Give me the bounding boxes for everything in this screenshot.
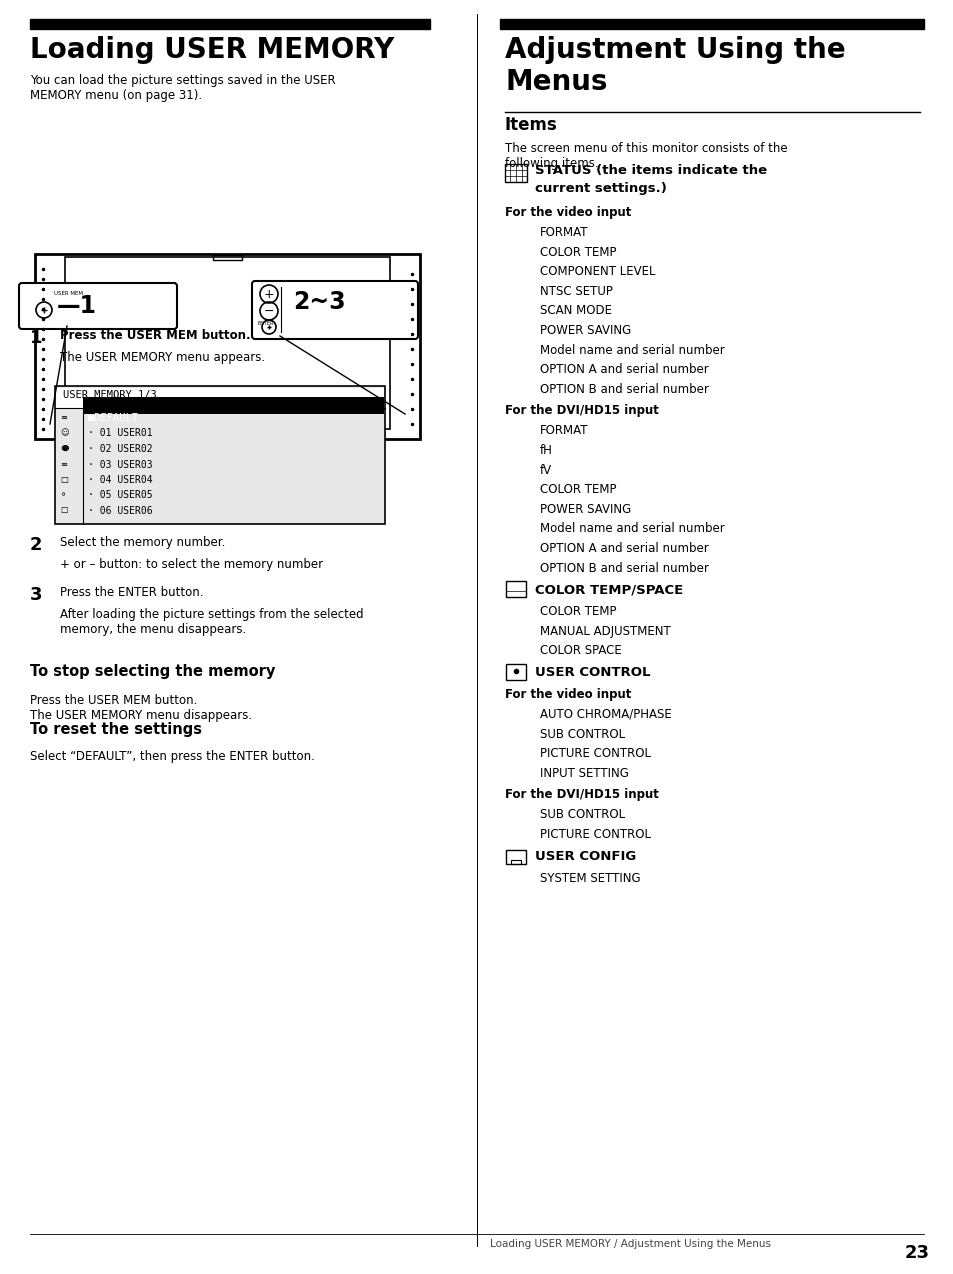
Bar xyxy=(56,389,384,408)
Text: SYSTEM SETTING: SYSTEM SETTING xyxy=(539,871,640,884)
Text: USER CONFIG: USER CONFIG xyxy=(535,850,636,862)
Text: · 06 USER06: · 06 USER06 xyxy=(88,506,152,516)
Text: SUB CONTROL: SUB CONTROL xyxy=(539,727,624,740)
FancyBboxPatch shape xyxy=(252,282,417,339)
Text: ≡: ≡ xyxy=(60,413,67,422)
Text: SUB CONTROL: SUB CONTROL xyxy=(539,809,624,822)
Text: + or – button: to select the memory number: + or – button: to select the memory numb… xyxy=(60,558,323,571)
Text: Loading USER MEMORY: Loading USER MEMORY xyxy=(30,36,394,64)
Text: USER MEMORY 1/3: USER MEMORY 1/3 xyxy=(63,390,156,400)
Text: The USER MEMORY menu appears.: The USER MEMORY menu appears. xyxy=(60,352,265,364)
Bar xyxy=(505,664,525,680)
Bar xyxy=(83,396,384,414)
Text: · 04 USER04: · 04 USER04 xyxy=(88,475,152,485)
Text: For the video input: For the video input xyxy=(504,206,631,219)
Text: For the video input: For the video input xyxy=(504,688,631,701)
Text: After loading the picture settings from the selected
memory, the menu disappears: After loading the picture settings from … xyxy=(60,608,363,636)
Text: COLOR TEMP: COLOR TEMP xyxy=(539,605,616,618)
Text: COLOR TEMP: COLOR TEMP xyxy=(539,483,616,496)
Text: ☐: ☐ xyxy=(60,506,68,515)
Text: 23: 23 xyxy=(904,1243,929,1263)
Bar xyxy=(65,257,390,429)
Text: Press the USER MEM button.: Press the USER MEM button. xyxy=(60,329,251,341)
Text: Model name and serial number: Model name and serial number xyxy=(539,344,724,357)
Text: Press the USER MEM button.
The USER MEMORY menu disappears.: Press the USER MEM button. The USER MEMO… xyxy=(30,694,252,722)
Text: fV: fV xyxy=(539,464,552,476)
Text: COLOR TEMP/SPACE: COLOR TEMP/SPACE xyxy=(535,583,682,596)
Text: Loading USER MEMORY / Adjustment Using the Menus: Loading USER MEMORY / Adjustment Using t… xyxy=(490,1240,770,1249)
Text: To reset the settings: To reset the settings xyxy=(30,722,202,736)
Text: The screen menu of this monitor consists of the
following items.: The screen menu of this monitor consists… xyxy=(504,141,787,169)
Text: Select the memory number.: Select the memory number. xyxy=(60,536,225,549)
Text: ≡: ≡ xyxy=(60,460,67,469)
Text: PICTURE CONTROL: PICTURE CONTROL xyxy=(539,747,650,761)
Text: USER MEM: USER MEM xyxy=(54,290,83,296)
Bar xyxy=(505,581,525,598)
Bar xyxy=(511,860,520,864)
Text: To stop selecting the memory: To stop selecting the memory xyxy=(30,664,275,679)
Text: ENTER: ENTER xyxy=(257,321,274,326)
Text: ⚬: ⚬ xyxy=(60,490,67,499)
Text: You can load the picture settings saved in the USER
MEMORY menu (on page 31).: You can load the picture settings saved … xyxy=(30,74,335,102)
Text: Items: Items xyxy=(504,116,558,134)
Bar xyxy=(55,386,385,524)
Text: · 03 USER03: · 03 USER03 xyxy=(88,460,152,470)
Text: FORMAT: FORMAT xyxy=(539,225,588,240)
Text: 3: 3 xyxy=(30,586,43,604)
Text: · 02 USER02: · 02 USER02 xyxy=(88,445,152,454)
Text: COLOR TEMP: COLOR TEMP xyxy=(539,246,616,259)
Text: FORMAT: FORMAT xyxy=(539,424,588,437)
Text: 2~3: 2~3 xyxy=(293,290,345,313)
Text: COLOR SPACE: COLOR SPACE xyxy=(539,645,621,657)
Text: PICTURE CONTROL: PICTURE CONTROL xyxy=(539,828,650,841)
FancyBboxPatch shape xyxy=(19,283,177,329)
Text: For the DVI/HD15 input: For the DVI/HD15 input xyxy=(504,789,659,801)
Text: Press the ENTER button.: Press the ENTER button. xyxy=(60,586,203,599)
Text: USER CONTROL: USER CONTROL xyxy=(535,666,650,679)
Text: OPTION B and serial number: OPTION B and serial number xyxy=(539,382,708,396)
Bar xyxy=(30,19,430,29)
Text: · 01 USER01: · 01 USER01 xyxy=(88,428,152,438)
Bar xyxy=(499,19,923,29)
Text: □: □ xyxy=(60,475,68,484)
Text: 1: 1 xyxy=(30,329,43,347)
Text: current settings.): current settings.) xyxy=(535,182,666,195)
Text: −: − xyxy=(263,304,274,317)
Text: SCAN MODE: SCAN MODE xyxy=(539,304,612,317)
Text: COMPONENT LEVEL: COMPONENT LEVEL xyxy=(539,265,655,278)
Bar xyxy=(505,850,525,864)
Text: POWER SAVING: POWER SAVING xyxy=(539,324,631,338)
Text: AUTO CHROMA/PHASE: AUTO CHROMA/PHASE xyxy=(539,708,671,721)
Text: POWER SAVING: POWER SAVING xyxy=(539,503,631,516)
Text: MANUAL ADJUSTMENT: MANUAL ADJUSTMENT xyxy=(539,624,670,638)
Text: OPTION A and serial number: OPTION A and serial number xyxy=(539,541,708,555)
Bar xyxy=(213,255,242,260)
Text: Adjustment Using the
Menus: Adjustment Using the Menus xyxy=(504,36,844,97)
Text: ☺: ☺ xyxy=(60,428,69,437)
Bar xyxy=(504,164,526,182)
Text: INPUT SETTING: INPUT SETTING xyxy=(539,767,628,780)
Text: · 05 USER05: · 05 USER05 xyxy=(88,490,152,501)
Text: STATUS (the items indicate the: STATUS (the items indicate the xyxy=(535,164,766,177)
Text: OPTION A and serial number: OPTION A and serial number xyxy=(539,363,708,376)
Text: 2: 2 xyxy=(30,536,43,554)
Bar xyxy=(35,254,419,440)
Text: fH: fH xyxy=(539,445,553,457)
Text: Model name and serial number: Model name and serial number xyxy=(539,522,724,535)
Text: OPTION B and serial number: OPTION B and serial number xyxy=(539,562,708,575)
Text: +: + xyxy=(263,288,274,301)
Text: NTSC SETUP: NTSC SETUP xyxy=(539,285,612,298)
Text: ☻: ☻ xyxy=(60,445,69,454)
Text: ■DEFAULT: ■DEFAULT xyxy=(88,413,138,423)
Text: Select “DEFAULT”, then press the ENTER button.: Select “DEFAULT”, then press the ENTER b… xyxy=(30,750,314,763)
Text: —1: —1 xyxy=(57,294,97,318)
Text: For the DVI/HD15 input: For the DVI/HD15 input xyxy=(504,404,659,418)
